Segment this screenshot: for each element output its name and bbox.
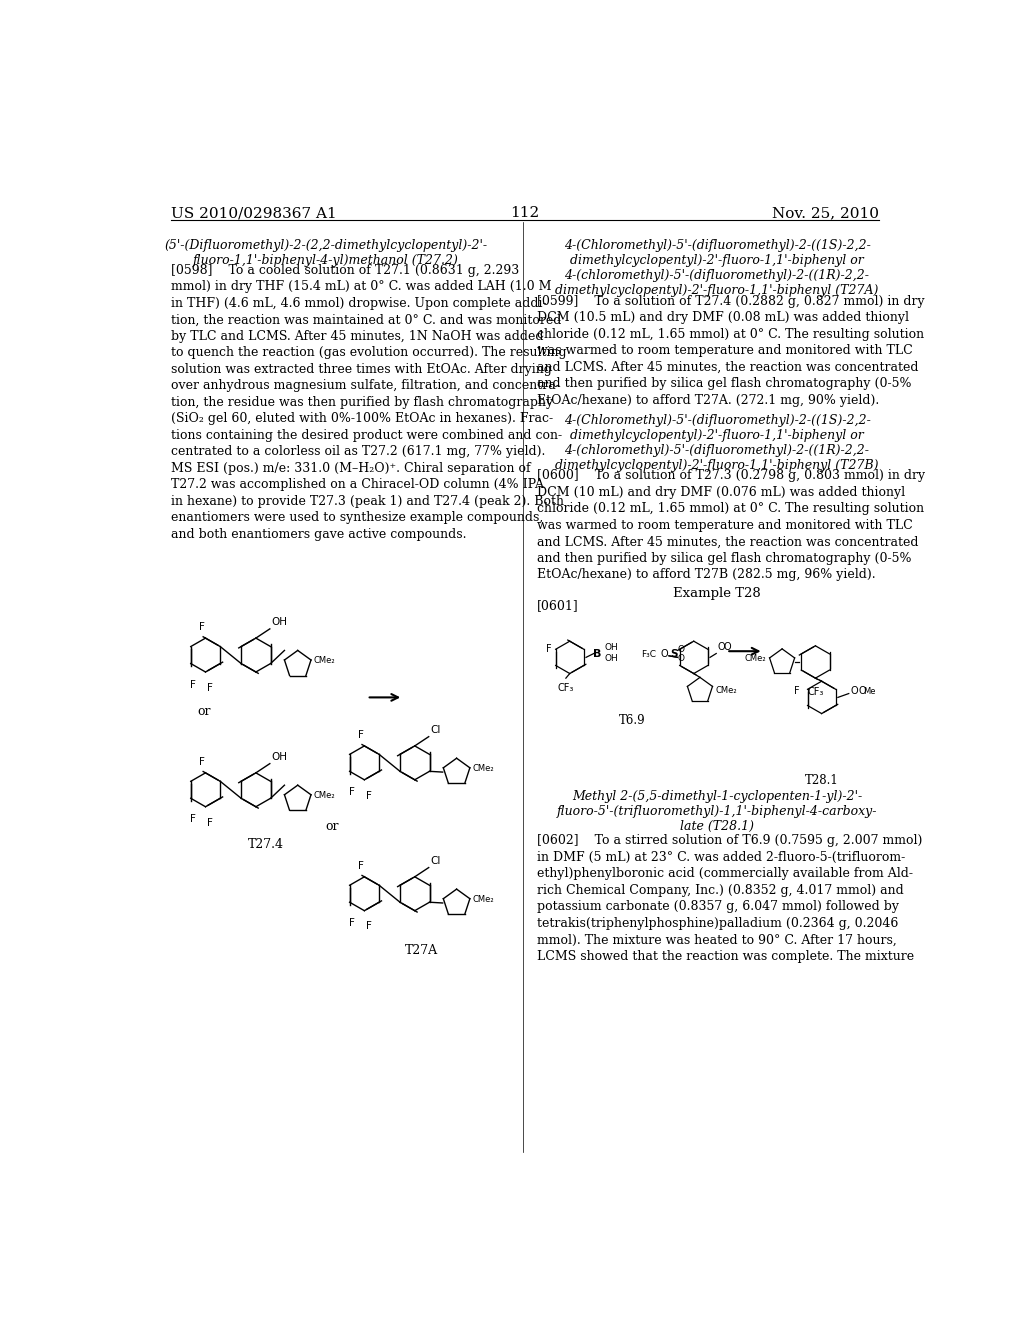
Text: O: O [850,686,858,696]
Text: Nov. 25, 2010: Nov. 25, 2010 [772,206,879,220]
Text: Cl: Cl [430,857,440,866]
Text: B: B [593,648,601,659]
Text: O: O [660,649,668,659]
Text: or: or [198,705,211,718]
Text: O: O [858,686,865,696]
Text: or: or [326,820,339,833]
Text: F: F [358,730,365,739]
Text: F: F [200,622,206,632]
Text: OH: OH [604,653,618,663]
Text: [0598]    To a cooled solution of T27.1 (0.8631 g, 2.293
mmol) in dry THF (15.4 : [0598] To a cooled solution of T27.1 (0.… [171,264,566,541]
Text: T6.9: T6.9 [618,714,645,727]
Text: F: F [190,814,196,825]
Text: US 2010/0298367 A1: US 2010/0298367 A1 [171,206,336,220]
Text: T28.1: T28.1 [805,775,839,788]
Text: Example T28: Example T28 [673,586,761,599]
Text: CMe₂: CMe₂ [472,764,494,772]
Text: F: F [794,686,799,696]
Text: OH: OH [271,752,288,762]
Text: F: F [200,756,206,767]
Text: O: O [678,655,685,664]
Text: F: F [207,682,213,693]
Text: CMe₂: CMe₂ [313,656,335,665]
Text: F: F [366,921,372,932]
Text: OH: OH [271,618,288,627]
Text: [0602]    To a stirred solution of T6.9 (0.7595 g, 2.007 mmol)
in DMF (5 mL) at : [0602] To a stirred solution of T6.9 (0.… [538,834,923,964]
Text: S: S [670,649,677,659]
Text: [0601]: [0601] [538,599,579,612]
Text: O: O [724,642,731,652]
Text: OH: OH [604,643,618,652]
Text: F: F [349,788,355,797]
Text: CMe₂: CMe₂ [745,653,767,663]
Text: O: O [678,645,685,655]
Text: F: F [366,791,372,800]
Text: [0599]    To a solution of T27.4 (0.2882 g, 0.827 mmol) in dry
DCM (10.5 mL) and: [0599] To a solution of T27.4 (0.2882 g,… [538,294,925,407]
Text: O: O [718,642,725,652]
Text: CMe₂: CMe₂ [472,895,494,904]
Text: Me: Me [863,686,876,696]
Text: 112: 112 [510,206,540,220]
Text: CF₃: CF₃ [807,688,823,697]
Text: 4-(Chloromethyl)-5'-(difluoromethyl)-2-((1S)-2,2-
dimethylcyclopentyl)-2'-fluoro: 4-(Chloromethyl)-5'-(difluoromethyl)-2-(… [555,239,879,297]
Text: (5'-(Difluoromethyl)-2-(2,2-dimethylcyclopentyl)-2'-
fluoro-1,1'-biphenyl-4-yl)m: (5'-(Difluoromethyl)-2-(2,2-dimethylcycl… [164,239,487,267]
Text: F₃C: F₃C [642,649,656,659]
Text: Methyl 2-(5,5-dimethyl-1-cyclopenten-1-yl)-2'-
fluoro-5'-(trifluoromethyl)-1,1'-: Methyl 2-(5,5-dimethyl-1-cyclopenten-1-y… [557,789,878,833]
Text: T27.4: T27.4 [248,838,284,851]
Text: F: F [358,861,365,871]
Text: T27A: T27A [404,944,437,957]
Text: [0600]    To a solution of T27.3 (0.2798 g, 0.803 mmol) in dry
DCM (10 mL) and d: [0600] To a solution of T27.3 (0.2798 g,… [538,470,926,582]
Text: F: F [190,680,196,689]
Text: F: F [546,644,551,655]
Text: Cl: Cl [430,725,440,735]
Text: F: F [207,817,213,828]
Text: F: F [349,919,355,928]
Text: 4-(Chloromethyl)-5'-(difluoromethyl)-2-((1S)-2,2-
dimethylcyclopentyl)-2'-fluoro: 4-(Chloromethyl)-5'-(difluoromethyl)-2-(… [555,414,879,473]
Text: CMe₂: CMe₂ [313,791,335,800]
Text: CF₃: CF₃ [558,682,574,693]
Text: CMe₂: CMe₂ [716,686,737,694]
